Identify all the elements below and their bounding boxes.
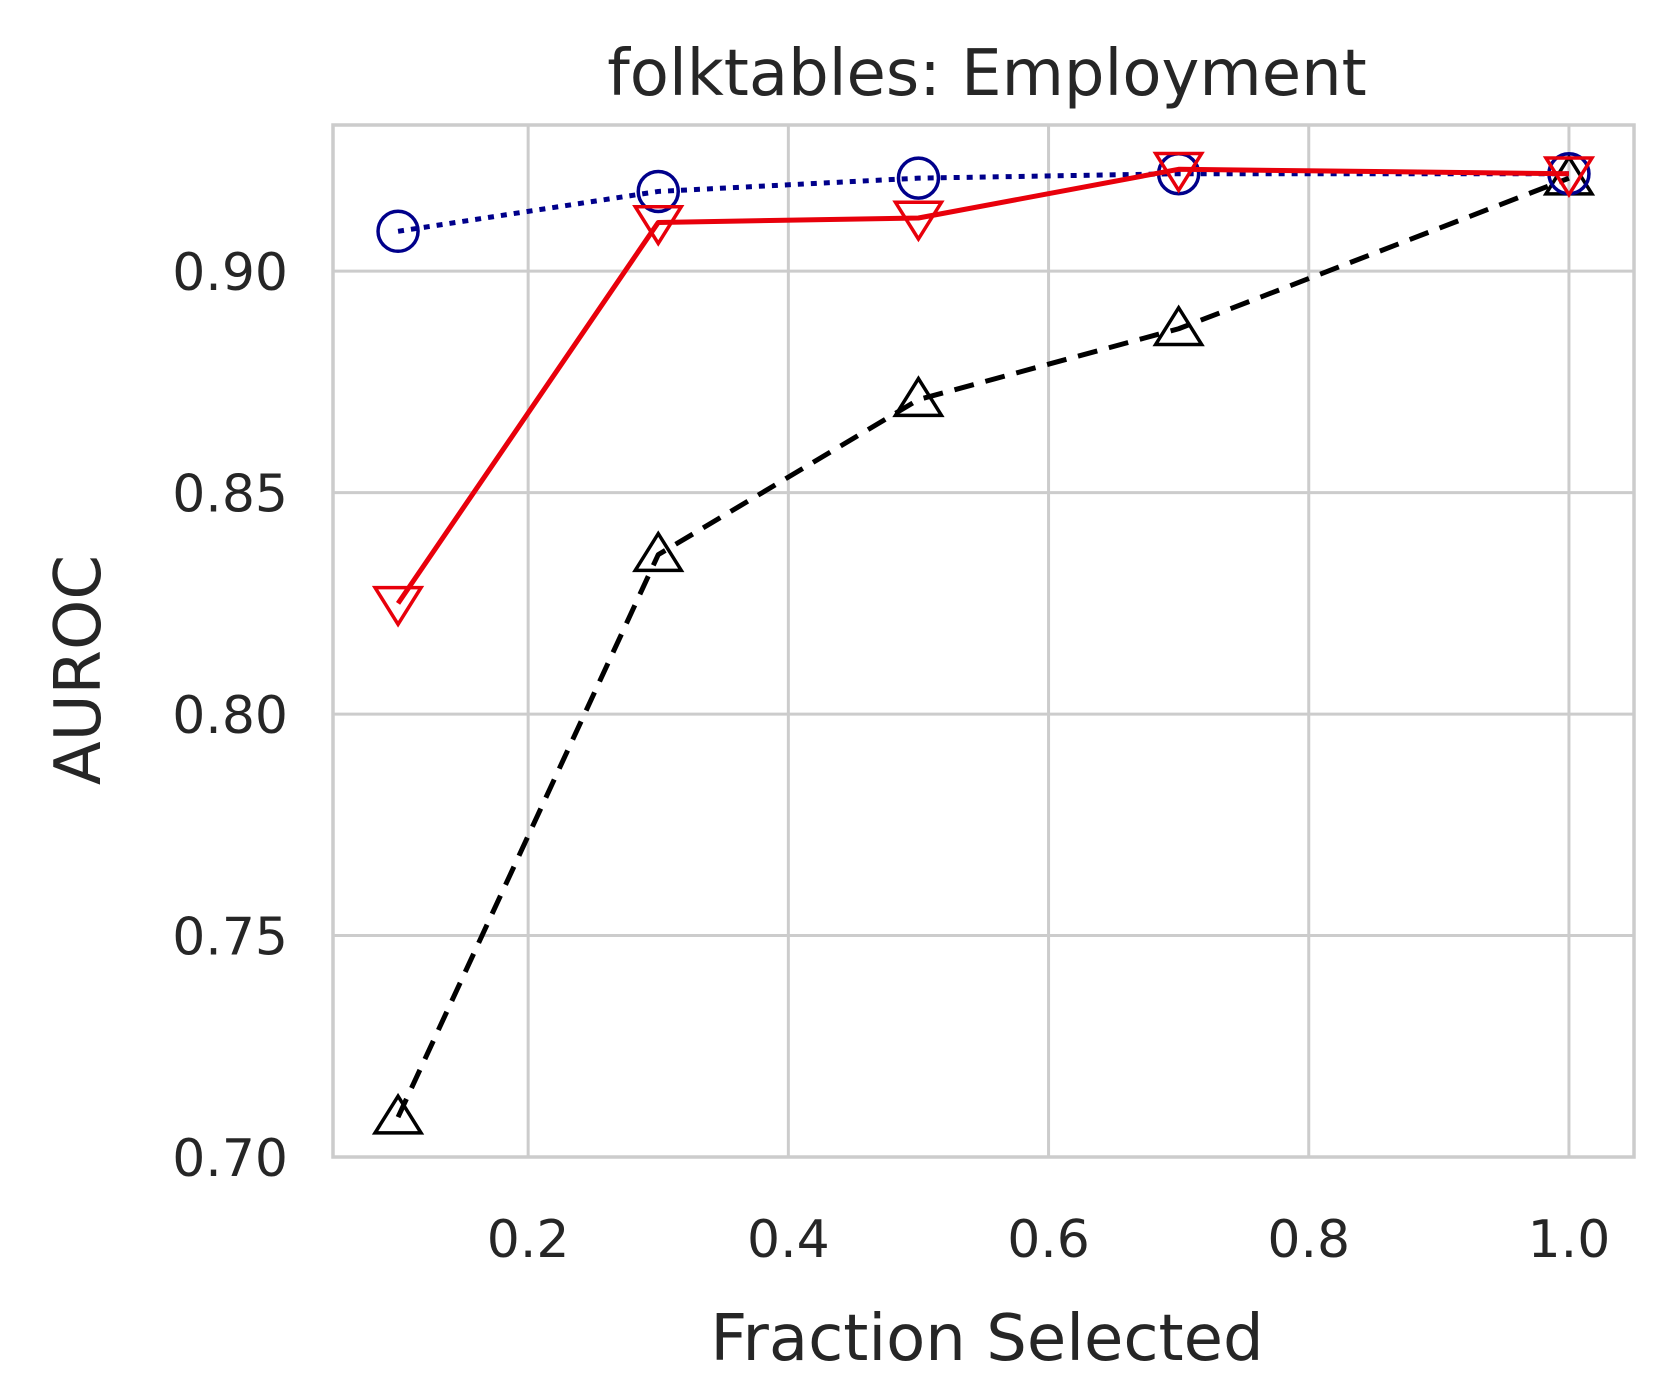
data-point [636,169,680,214]
x-tick-label: 0.6 [1007,1210,1090,1270]
y-tick-label: 0.75 [172,908,288,968]
data-point [371,1092,425,1135]
data-point [632,530,685,573]
x-tick-label: 1.0 [1528,1210,1611,1270]
data-point [1542,156,1596,199]
data-point [632,204,685,247]
x-tick-label: 0.2 [487,1210,570,1270]
y-tick-label: 0.85 [172,465,288,525]
plot-frame [331,123,1636,1159]
tick-layer: 0.2 0.4 0.6 0.8 1.0 0.70 0.75 0.80 0.85 0.90 [172,243,1610,1270]
series-circle [376,151,1591,254]
chart-title: folktables: Employment [607,37,1366,111]
data-point [892,200,945,243]
y-tick-label: 0.70 [172,1129,288,1189]
y-axis-label: AUROC [42,555,116,785]
x-tick-label: 0.4 [747,1210,830,1270]
series-line [397,171,1569,234]
data-point [892,375,945,418]
x-tick-label: 0.8 [1267,1210,1350,1270]
grid-layer [333,125,1634,1159]
x-axis-label: Fraction Selected [710,1302,1263,1376]
data-point [371,585,425,628]
y-tick-label: 0.80 [172,686,288,746]
data-point [1152,151,1205,194]
data-point [376,209,420,254]
series-line [395,175,1570,1119]
series-layer [371,151,1596,1135]
series-triangle-up [371,153,1596,1135]
y-tick-label: 0.90 [172,243,288,303]
data-point [1152,304,1205,347]
series-line [395,166,1569,605]
data-point [896,156,941,200]
series-triangle-down [371,151,1596,628]
